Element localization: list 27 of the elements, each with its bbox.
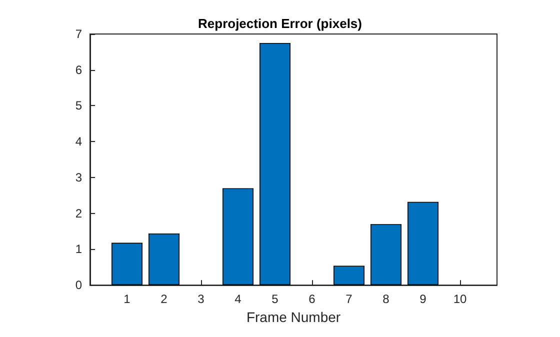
x-tick-label: 7 (346, 292, 353, 306)
bar (148, 233, 180, 286)
chart-title: Reprojection Error (pixels) (198, 16, 362, 31)
y-tick-label: 5 (75, 98, 82, 113)
x-tick-label: 4 (234, 292, 242, 306)
y-tick-label: 0 (75, 278, 82, 292)
x-tick-label: 10 (453, 292, 467, 306)
y-tick-label: 1 (75, 242, 82, 256)
x-tick-label: 2 (160, 292, 168, 306)
x-axis-title: Frame Number (246, 309, 341, 325)
bar (222, 188, 254, 286)
y-tick-label: 3 (75, 170, 82, 184)
x-tick-label: 3 (198, 292, 205, 306)
y-tick-label: 7 (75, 27, 82, 41)
bar (334, 266, 364, 286)
bar (370, 224, 402, 286)
y-tick-label: 4 (75, 134, 82, 149)
y-tick-label: 2 (75, 206, 82, 220)
y-tick-label: 6 (75, 62, 82, 77)
x-tick-label: 9 (420, 292, 427, 306)
bar (408, 202, 438, 286)
x-tick-label: 8 (382, 292, 390, 306)
x-tick-label: 6 (308, 292, 316, 306)
bar (112, 242, 142, 286)
x-tick-label: 1 (124, 292, 131, 306)
bar (260, 42, 290, 286)
x-tick-label: 5 (272, 292, 279, 306)
